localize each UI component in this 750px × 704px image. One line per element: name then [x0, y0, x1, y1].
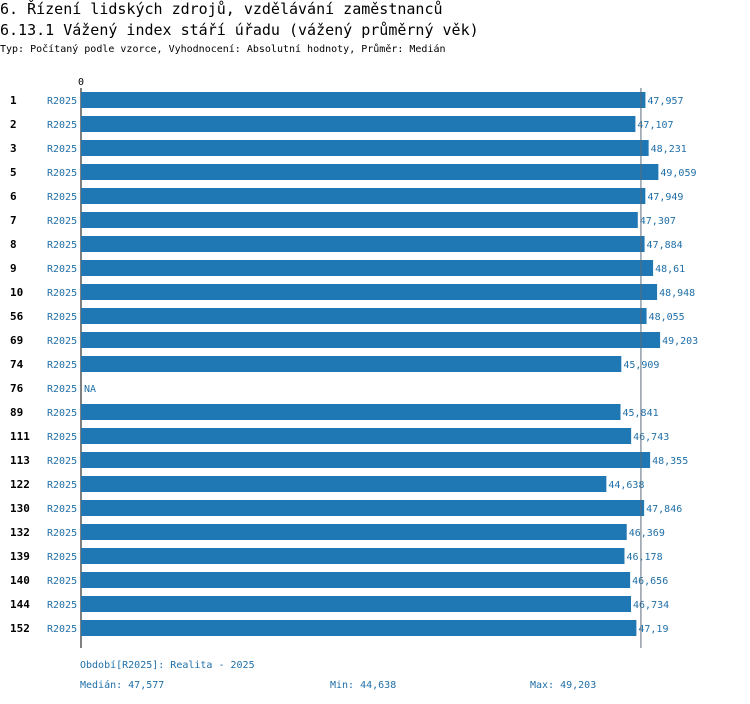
bar [81, 92, 646, 108]
bar [81, 212, 638, 228]
data-label: 47,19 [638, 624, 668, 635]
category-label: 113 [10, 454, 30, 467]
page-title: 6. Řízení lidských zdrojů, vzdělávání za… [0, 0, 443, 18]
series-label: R2025 [47, 600, 77, 611]
bar [81, 308, 647, 324]
bar [81, 548, 625, 564]
category-label: 7 [10, 214, 17, 227]
data-label: 46,743 [633, 432, 669, 443]
series-label: R2025 [47, 504, 77, 515]
category-label: 56 [10, 310, 24, 323]
series-label: R2025 [47, 144, 77, 155]
series-label: R2025 [47, 624, 77, 635]
bar [81, 452, 651, 468]
bar [81, 428, 632, 444]
series-label: R2025 [47, 408, 77, 419]
data-label: 44,638 [608, 480, 644, 491]
category-label: 8 [10, 238, 17, 251]
bar [81, 164, 659, 180]
series-label: R2025 [47, 384, 77, 395]
data-label: 47,307 [640, 216, 676, 227]
bar [81, 596, 632, 612]
series-label: R2025 [47, 336, 77, 347]
data-label: 48,61 [655, 264, 685, 275]
bar [81, 524, 627, 540]
data-label: 47,846 [646, 504, 682, 515]
data-label: 48,231 [651, 144, 687, 155]
bar [81, 620, 637, 636]
category-label: 139 [10, 550, 30, 563]
bar [81, 140, 649, 156]
series-label: R2025 [47, 360, 77, 371]
series-label: R2025 [47, 312, 77, 323]
data-label: 46,656 [632, 576, 668, 587]
chart-type-description: Typ: Počítaný podle vzorce, Vyhodnocení:… [0, 44, 446, 55]
data-label: 47,957 [647, 96, 683, 107]
period-legend: Období[R2025]: Realita - 2025 [80, 660, 255, 671]
axis-zero-label: 0 [78, 77, 84, 88]
bar [81, 260, 654, 276]
category-label: 69 [10, 334, 23, 347]
median-summary: Medián: 47,577 [80, 680, 165, 691]
category-label: 122 [10, 478, 30, 491]
series-label: R2025 [47, 96, 77, 107]
category-label: 144 [10, 598, 30, 611]
category-label: 10 [10, 286, 23, 299]
bar [81, 404, 621, 420]
series-label: R2025 [47, 240, 77, 251]
series-label: R2025 [47, 576, 77, 587]
bar [81, 188, 646, 204]
data-label: 48,948 [659, 288, 695, 299]
category-label: 3 [10, 142, 17, 155]
category-label: 1 [10, 94, 17, 107]
data-label: 46,178 [626, 552, 662, 563]
category-label: 6 [10, 190, 17, 203]
max-summary: Max: 49,203 [530, 680, 597, 691]
category-label: 89 [10, 406, 23, 419]
data-label: 47,949 [647, 192, 683, 203]
series-label: R2025 [47, 528, 77, 539]
series-label: R2025 [47, 192, 77, 203]
data-label: 46,369 [629, 528, 665, 539]
bar [81, 332, 661, 348]
bar [81, 476, 607, 492]
category-label: 74 [10, 358, 24, 371]
category-label: 2 [10, 118, 17, 131]
category-label: 130 [10, 502, 30, 515]
min-summary: Min: 44,638 [330, 680, 397, 691]
series-label: R2025 [47, 456, 77, 467]
series-label: R2025 [47, 552, 77, 563]
data-label: NA [84, 384, 96, 395]
category-label: 152 [10, 622, 30, 635]
series-label: R2025 [47, 264, 77, 275]
category-label: 5 [10, 166, 17, 179]
bar [81, 356, 622, 372]
data-label: 48,355 [652, 456, 688, 467]
data-label: 48,055 [649, 312, 685, 323]
data-label: 49,059 [660, 168, 696, 179]
series-label: R2025 [47, 288, 77, 299]
data-label: 49,203 [662, 336, 698, 347]
data-label: 47,884 [647, 240, 683, 251]
series-label: R2025 [47, 432, 77, 443]
data-label: 47,107 [637, 120, 673, 131]
data-label: 46,734 [633, 600, 669, 611]
series-label: R2025 [47, 168, 77, 179]
bar [81, 500, 645, 516]
bar [81, 236, 645, 252]
series-label: R2025 [47, 216, 77, 227]
category-label: 132 [10, 526, 30, 539]
chart-title: 6.13.1 Vážený index stáří úřadu (vážený … [0, 21, 479, 39]
bar [81, 572, 631, 588]
series-label: R2025 [47, 120, 77, 131]
bar-chart: 0 1 R2025 47,957 2 R2025 47,107 3 R2025 48,231 5 R2… [10, 77, 698, 648]
category-label: 9 [10, 262, 17, 275]
category-label: 140 [10, 574, 30, 587]
bar [81, 116, 636, 132]
category-label: 111 [10, 430, 30, 443]
category-label: 76 [10, 382, 24, 395]
bar [81, 284, 658, 300]
series-label: R2025 [47, 480, 77, 491]
